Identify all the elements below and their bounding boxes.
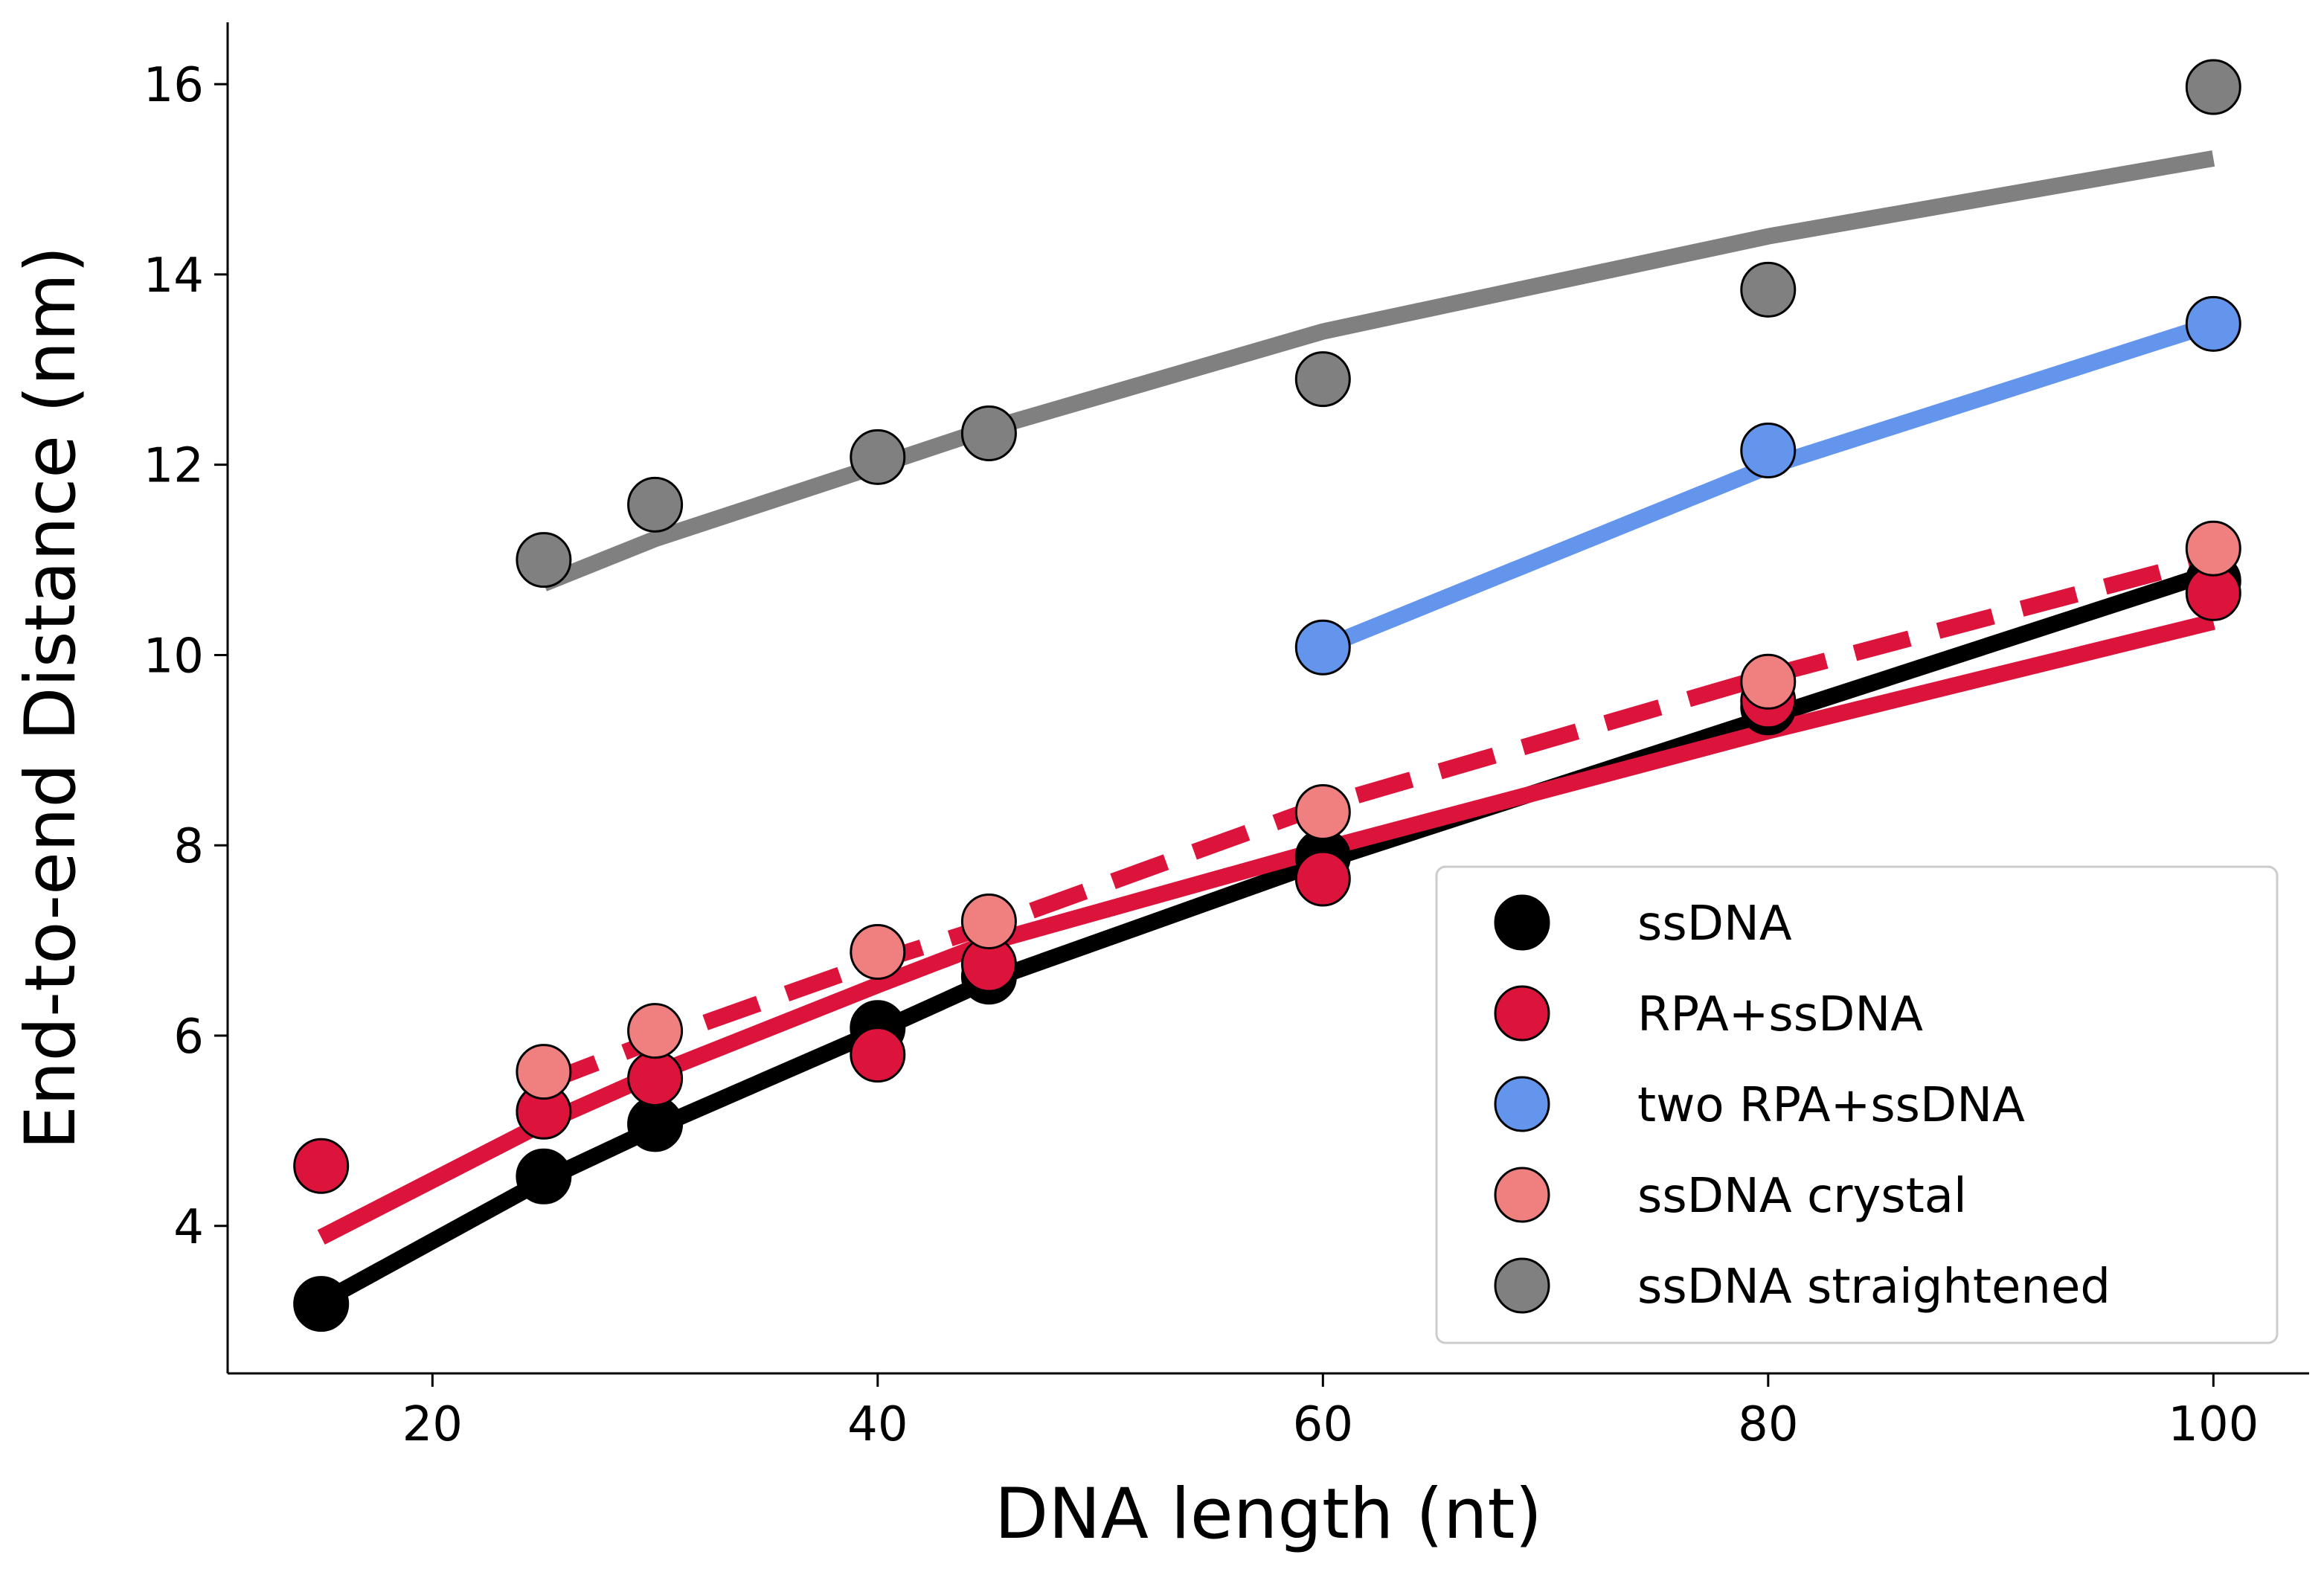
point-ssdna (293, 1276, 350, 1332)
point-rpa-ssdna (293, 1138, 350, 1194)
point-ssdna-crystal (627, 1003, 684, 1059)
legend-marker-ssdna-straightened (1494, 1257, 1550, 1314)
point-ssdna-crystal (2185, 520, 2241, 577)
y-tick-label: 8 (173, 819, 204, 874)
point-two-rpa-ssdna (2185, 295, 2241, 352)
legend-label-ssdna: ssDNA (1637, 896, 1792, 952)
x-tick-label: 20 (402, 1397, 463, 1452)
point-ssdna-straightened (516, 532, 572, 588)
x-tick-label: 80 (1738, 1397, 1798, 1452)
legend-label-two-rpa-ssdna: two RPA+ssDNA (1637, 1078, 2025, 1133)
point-ssdna-crystal (516, 1044, 572, 1100)
fit-line-ssdna-straightened (540, 150, 2215, 591)
y-axis-label: End-to-end Distance (nm) (10, 246, 92, 1150)
legend-marker-ssdna-crystal (1494, 1167, 1550, 1223)
legend-label-ssdna-crystal: ssDNA crystal (1637, 1169, 1967, 1224)
point-rpa-ssdna (627, 1050, 684, 1106)
legend-box (1435, 865, 2279, 1344)
point-two-rpa-ssdna (1740, 423, 1797, 478)
point-ssdna-crystal (1294, 784, 1351, 840)
point-ssdna (516, 1148, 572, 1204)
x-tick-label: 100 (2168, 1397, 2259, 1452)
y-tick-label: 10 (144, 629, 204, 684)
fit-line-two-rpa-ssdna (1320, 315, 2216, 655)
legend-marker-rpa-ssdna (1494, 985, 1550, 1042)
point-ssdna-straightened (850, 429, 906, 485)
point-rpa-ssdna (1294, 850, 1351, 907)
legend-marker-ssdna (1494, 894, 1550, 951)
legend: ssDNA RPA+ssDNA two RPA+ssDNA ssDNA crystal… (1435, 865, 2279, 1344)
point-ssdna-straightened (2185, 59, 2241, 115)
point-ssdna-straightened (627, 476, 684, 533)
x-tick-label: 40 (847, 1397, 908, 1452)
axes: 20 40 60 80 100 4 6 8 10 12 14 16 (144, 22, 2309, 1452)
point-ssdna-crystal (1740, 653, 1797, 710)
point-ssdna-crystal (960, 894, 1017, 949)
x-axis-label: DNA length (nt) (995, 1474, 1542, 1555)
point-two-rpa-ssdna (1294, 619, 1351, 676)
y-tick-label: 16 (144, 58, 204, 113)
point-ssdna-straightened (1740, 261, 1797, 318)
data-points (293, 59, 2241, 1332)
point-ssdna-straightened (1294, 351, 1351, 408)
legend-marker-two-rpa-ssdna (1494, 1076, 1550, 1132)
point-ssdna-straightened (960, 405, 1017, 461)
legend-label-ssdna-straightened: ssDNA straightened (1637, 1260, 2110, 1315)
legend-label-rpa-ssdna: RPA+ssDNA (1637, 987, 1923, 1042)
y-tick-label: 14 (144, 248, 204, 304)
point-ssdna-crystal (850, 924, 906, 980)
y-tick-label: 6 (173, 1010, 204, 1065)
y-tick-label: 4 (173, 1200, 204, 1255)
x-tick-label: 60 (1293, 1397, 1353, 1452)
y-tick-label: 12 (144, 439, 204, 494)
point-rpa-ssdna (850, 1027, 906, 1083)
